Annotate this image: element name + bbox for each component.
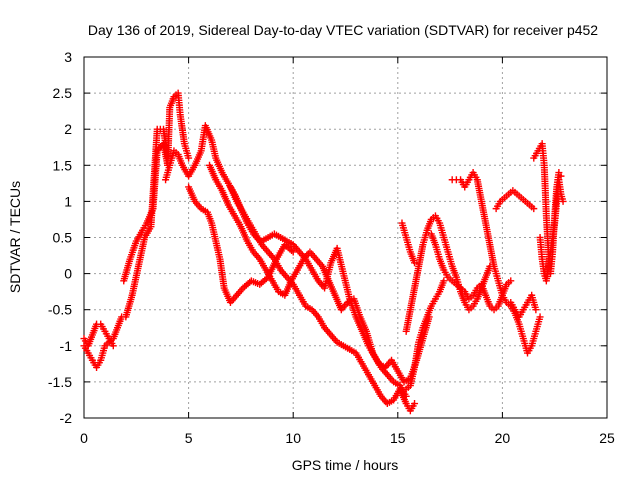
series-arc17: [507, 291, 540, 321]
x-tick-label: 25: [599, 430, 615, 446]
data-point: [440, 277, 448, 285]
x-tick-label: 20: [495, 430, 511, 446]
series-arc5: [164, 89, 193, 169]
axis-ticks: [83, 56, 608, 419]
y-tick-label: 1.5: [53, 157, 73, 173]
series-arc2: [80, 320, 117, 350]
y-tick-label: 0.5: [53, 230, 73, 246]
series-arc15: [448, 169, 544, 357]
y-tick-label: -1.5: [48, 374, 72, 390]
y-tick-label: -2: [60, 410, 73, 426]
series-arc13: [398, 219, 419, 267]
data-point: [559, 197, 567, 205]
data-marks: [80, 89, 567, 415]
data-point: [109, 342, 117, 350]
data-point: [289, 248, 297, 256]
x-tick-label: 5: [185, 430, 193, 446]
x-tick-label: 15: [390, 430, 406, 446]
y-tick-label: 0: [64, 266, 72, 282]
data-point: [411, 259, 419, 267]
y-tick-label: -0.5: [48, 302, 72, 318]
data-point: [557, 172, 565, 180]
chart-title: Day 136 of 2019, Sidereal Day-to-day VTE…: [88, 22, 598, 38]
series-arc16: [492, 187, 538, 213]
y-axis-label: SDTVAR / TECUs: [7, 181, 23, 293]
series-arc4: [122, 125, 172, 321]
x-axis-label: GPS time / hours: [292, 457, 399, 473]
data-point: [507, 277, 515, 285]
data-point: [536, 313, 544, 321]
y-tick-label: 2: [64, 121, 72, 137]
data-point: [532, 306, 540, 314]
data-point: [185, 154, 193, 162]
series-arc19: [536, 176, 567, 285]
grid: [84, 57, 607, 418]
data-point: [555, 169, 563, 177]
y-tick-label: 1: [64, 193, 72, 209]
series-arc12: [402, 212, 494, 335]
data-point: [402, 392, 410, 400]
data-point: [530, 205, 538, 213]
y-tick-labels: -2 -1.5 -1 -0.5 0 0.5 1 1.5 2 2.5 3: [48, 49, 72, 426]
series-arc9: [226, 183, 419, 415]
series-arc3: [120, 140, 172, 285]
y-tick-label: 2.5: [53, 85, 73, 101]
series-arc11: [402, 277, 448, 393]
x-tick-label: 0: [80, 430, 88, 446]
y-tick-label: -1: [60, 338, 73, 354]
data-point: [411, 400, 419, 408]
x-tick-label: 10: [285, 430, 301, 446]
x-tick-labels: 0 5 10 15 20 25: [80, 430, 615, 446]
series-arc14: [427, 230, 515, 314]
series-arc10: [258, 230, 410, 400]
y-tick-label: 3: [64, 49, 72, 65]
